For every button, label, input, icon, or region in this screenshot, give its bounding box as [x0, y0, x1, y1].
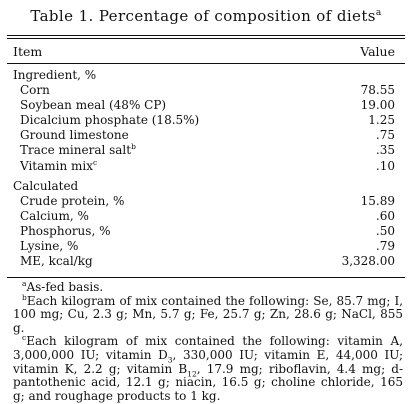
row-label: Corn — [20, 83, 50, 98]
row-value: .79 — [375, 239, 395, 254]
table-row: Dicalcium phosphate (18.5%) 1.25 — [0, 113, 412, 128]
subscript: 12 — [187, 368, 197, 378]
footnote-marker: c — [93, 157, 98, 167]
subscript: 3 — [167, 355, 173, 365]
header-rule — [7, 63, 405, 64]
footnote-text: Each kilogram of mix contained the follo… — [13, 334, 403, 362]
row-value: 78.55 — [360, 83, 395, 98]
table-row: Corn 78.55 — [0, 83, 412, 98]
row-value: .35 — [375, 143, 395, 158]
table-title-footnote-marker: a — [375, 8, 382, 18]
row-label: Calcium, % — [20, 208, 89, 223]
footnote-a: aAs-fed basis. — [13, 279, 403, 295]
table-row: Phosphorus, % .50 — [0, 224, 412, 239]
row-label: Ground limestone — [20, 128, 129, 143]
footnote-marker: b — [22, 292, 27, 302]
row-label: Lysine, % — [20, 239, 79, 254]
table-row: Calcium, % .60 — [0, 209, 412, 224]
table-row: Ground limestone .75 — [0, 128, 412, 143]
footnote-text: , 17.9 mg; riboflavin, 4.4 mg; d-pantoth… — [13, 361, 403, 403]
footnotes: aAs-fed basis. bEach kilogram of mix con… — [13, 279, 403, 403]
table-body: Ingredient, % Corn 78.55 Soybean meal (4… — [0, 68, 412, 269]
row-value: .60 — [375, 208, 395, 223]
row-value: 15.89 — [360, 193, 395, 208]
row-label: ME, kcal/kg — [20, 254, 93, 269]
row-label-text: Vitamin mix — [20, 158, 94, 173]
row-value: 19.00 — [360, 98, 395, 113]
section-heading-ingredient: Ingredient, % — [0, 68, 412, 83]
row-label: Trace mineral saltb — [20, 143, 136, 158]
bottom-rule — [7, 277, 405, 278]
section-heading-label: Ingredient, % — [13, 68, 97, 82]
footnote-text: , 330,000 IU; vitamin E, 44,000 IU; vita… — [13, 347, 403, 376]
row-label: Dicalcium phosphate (18.5%) — [20, 113, 200, 128]
table-row: ME, kcal/kg 3,328.00 — [0, 254, 412, 269]
row-value: 1.25 — [368, 113, 395, 128]
column-header-item: Item — [13, 44, 43, 59]
table-title: Table 1. Percentage of composition of di… — [0, 7, 412, 25]
table-row: Vitamin mixc .10 — [0, 157, 412, 174]
footnote-c: cEach kilogram of mix contained the foll… — [13, 333, 403, 403]
table-row: Trace mineral saltb .35 — [0, 143, 412, 158]
row-value: .50 — [375, 223, 395, 238]
footnote-marker: b — [131, 142, 136, 152]
table-row: Crude protein, % 15.89 — [0, 194, 412, 209]
row-value: 3,328.00 — [341, 254, 395, 269]
top-rule — [7, 35, 405, 36]
footnote-text: As-fed basis. — [26, 280, 104, 294]
row-value: .75 — [375, 128, 395, 143]
row-label: Phosphorus, % — [20, 223, 111, 238]
row-label: Soybean meal (48% CP) — [20, 98, 167, 113]
row-label: Crude protein, % — [20, 193, 125, 208]
row-label-text: Trace mineral salt — [20, 143, 132, 158]
row-value: .10 — [375, 158, 395, 173]
footnote-marker: c — [22, 333, 27, 343]
section-heading-calculated: Calculated — [0, 179, 412, 194]
section-heading-label: Calculated — [13, 178, 79, 193]
top-rule-double — [7, 38, 405, 39]
table-row: Lysine, % .79 — [0, 239, 412, 254]
footnote-text: Each kilogram of mix contained the follo… — [13, 293, 403, 335]
row-label: Vitamin mixc — [20, 157, 98, 174]
column-header-value: Value — [360, 44, 395, 59]
footnote-marker: a — [22, 279, 27, 288]
footnote-b: bEach kilogram of mix contained the foll… — [13, 292, 403, 336]
table-title-text: Table 1. Percentage of composition of di… — [30, 7, 376, 25]
table-row: Soybean meal (48% CP) 19.00 — [0, 98, 412, 113]
